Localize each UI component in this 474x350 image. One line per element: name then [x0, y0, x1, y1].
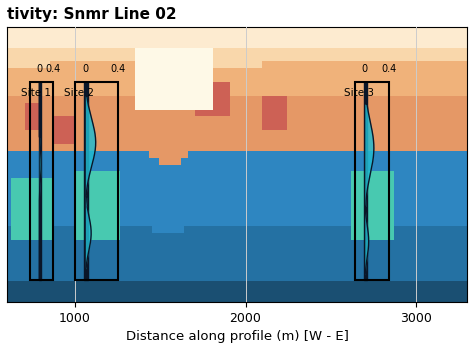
Text: 0.4: 0.4 [110, 64, 125, 74]
X-axis label: Distance along profile (m) [W - E]: Distance along profile (m) [W - E] [126, 330, 348, 343]
Text: 0: 0 [362, 64, 368, 74]
Bar [30, 82, 53, 280]
Text: 0: 0 [82, 64, 88, 74]
Text: Site 1: Site 1 [20, 88, 51, 98]
Text: 0.4: 0.4 [46, 64, 61, 74]
Text: Site 2: Site 2 [64, 88, 94, 98]
Text: Site 3: Site 3 [344, 88, 374, 98]
Bar [75, 82, 118, 280]
Text: 0.4: 0.4 [381, 64, 396, 74]
Bar [355, 82, 389, 280]
Text: 0: 0 [36, 64, 42, 74]
Text: tivity: Snmr Line 02: tivity: Snmr Line 02 [7, 7, 177, 22]
